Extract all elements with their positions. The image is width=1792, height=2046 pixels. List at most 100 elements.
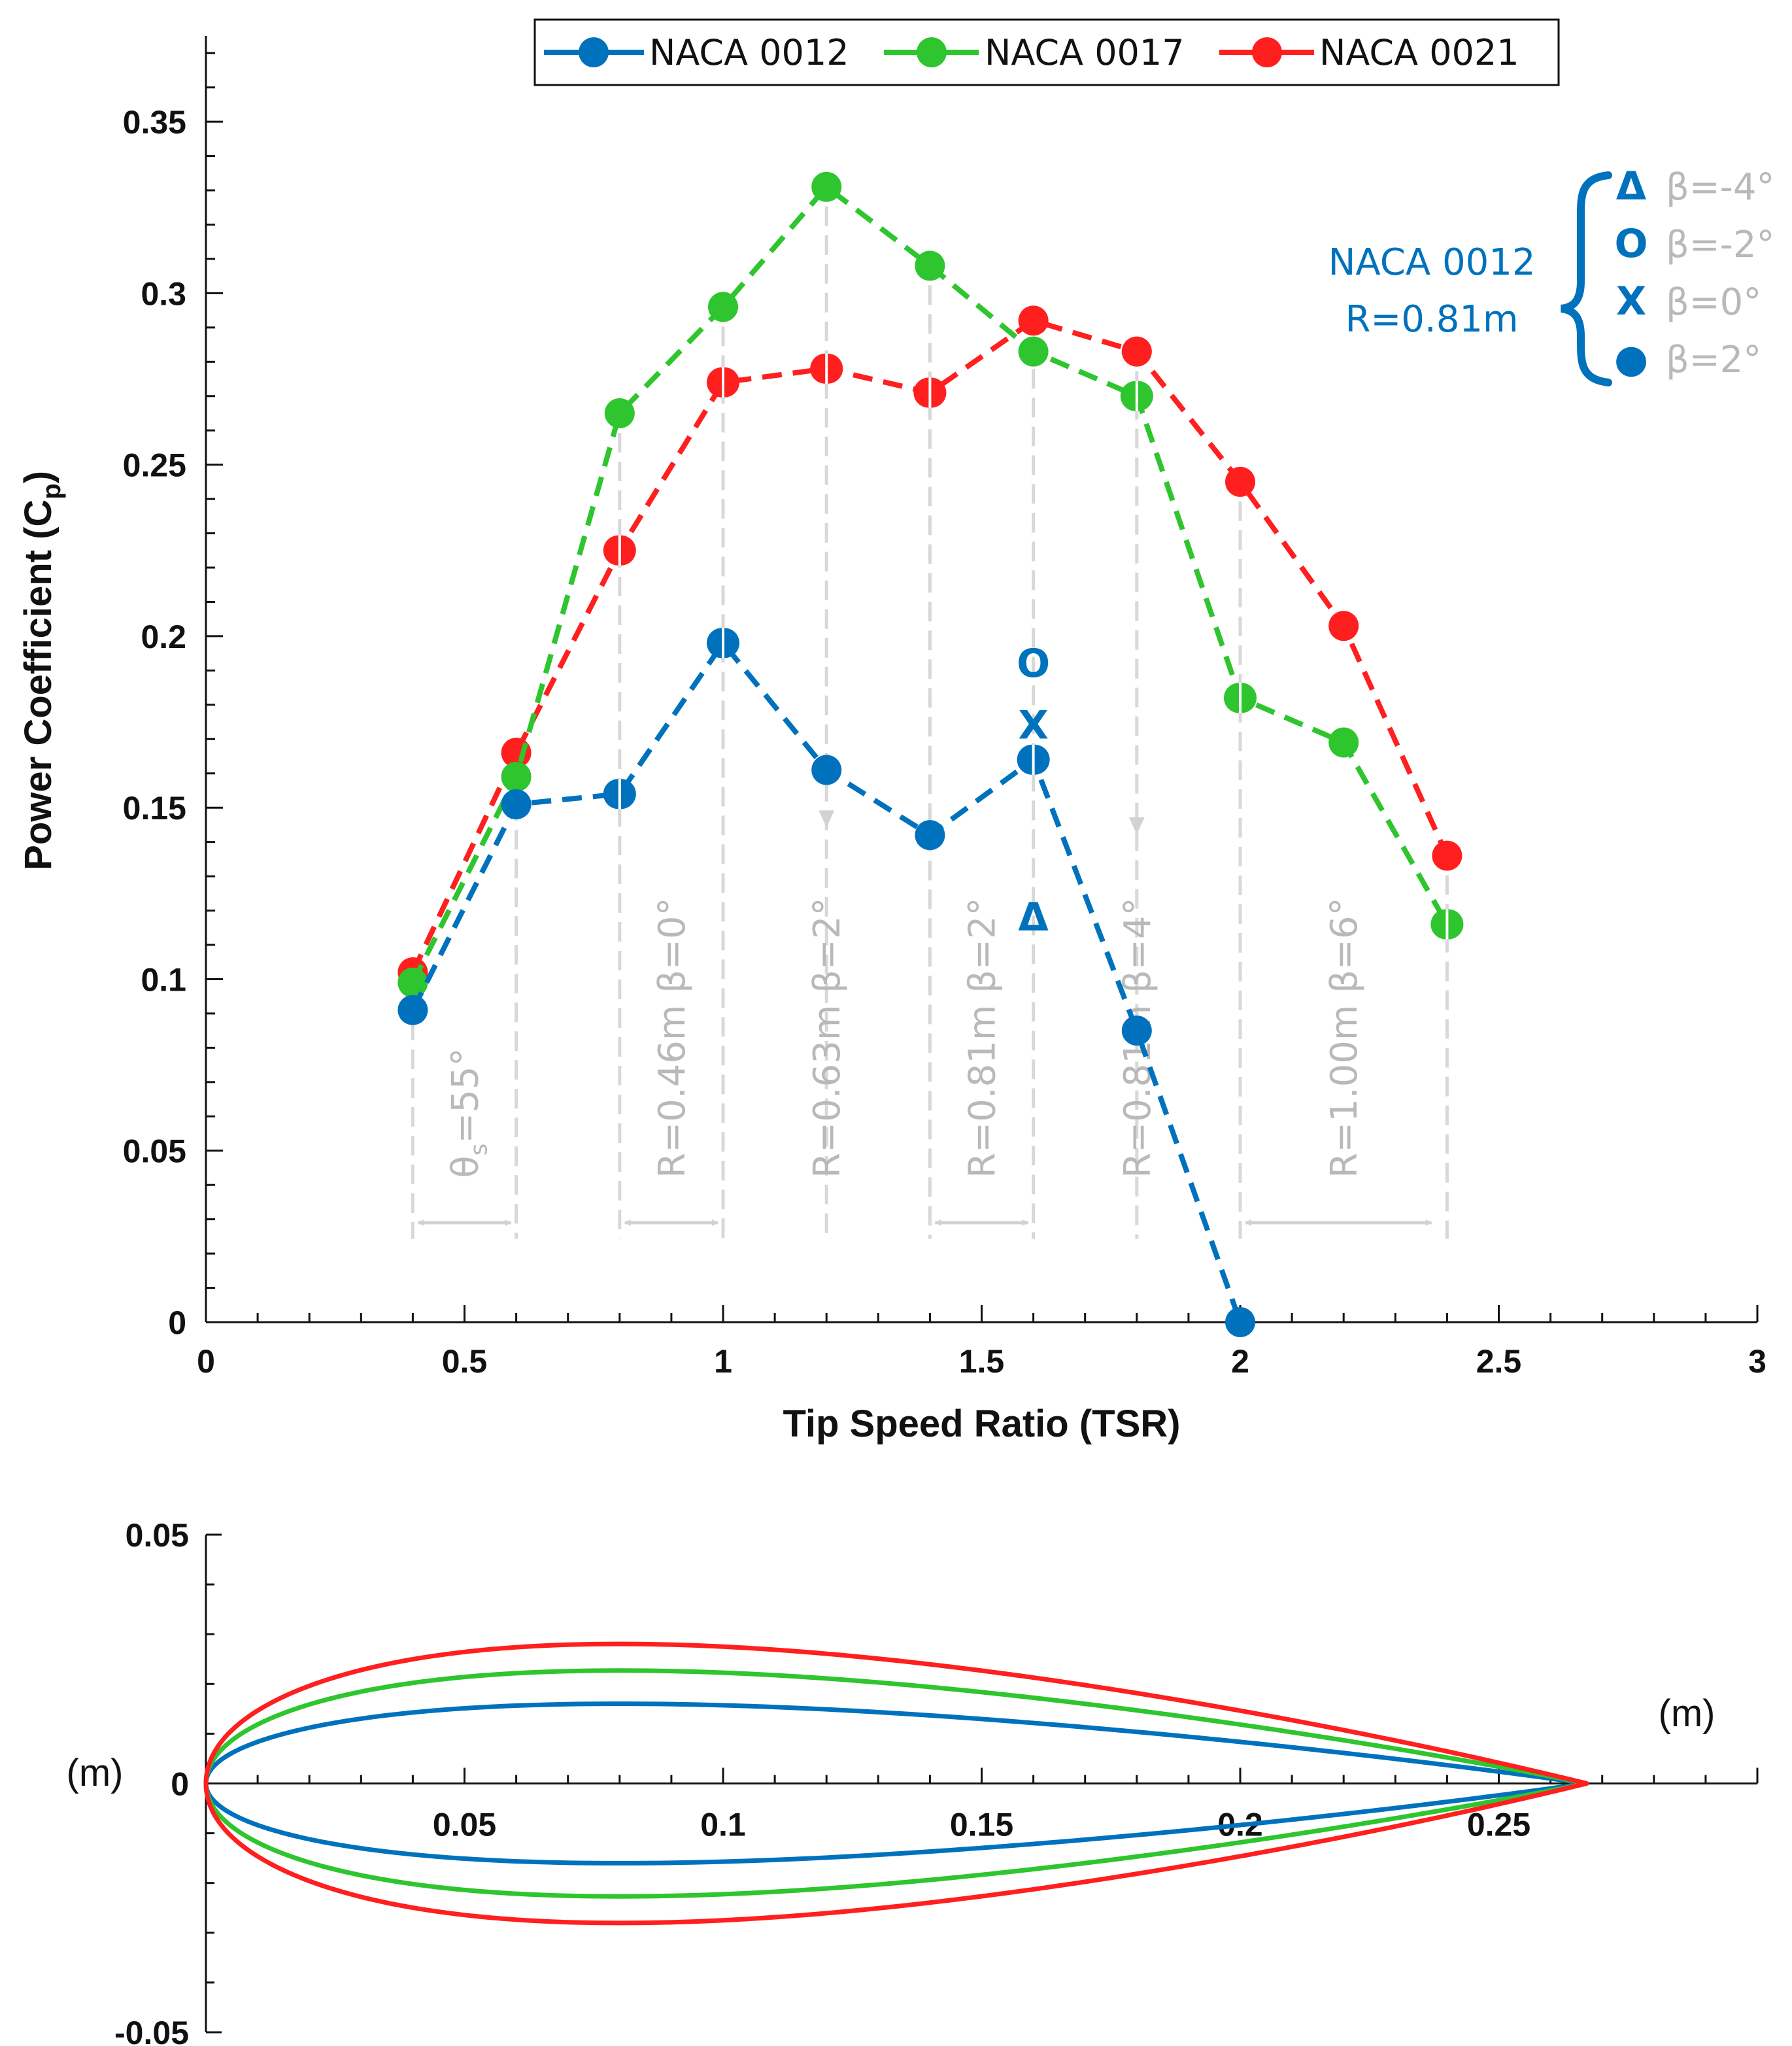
series-point-left-half [603,779,618,810]
series-point-naca-0021 [1328,611,1359,641]
annotation-symbol-dot: ● [1614,336,1648,382]
x-tick-label: 0.1 [700,1807,746,1843]
legend-marker-naca-0017 [917,37,947,67]
series-point-left-half [1430,909,1446,940]
group-guides: θs=55° R=0.46m β=0° R=0.63m β=2° R=0.81m β=… [411,206,1449,1239]
series-point-right-half [1138,381,1153,411]
group-label-theta: θ [445,1155,487,1178]
y-tick-label: 0 [168,1304,186,1341]
x-tick-label: 3 [1748,1343,1767,1380]
annotation-title: NACA 0012 [1328,241,1536,284]
y-tick-label: 0.15 [123,790,186,827]
legend-box [533,18,1560,86]
series-point-naca-0012 [397,995,428,1025]
group-label-r-0-63m-2: R=0.63m β=2° [806,898,849,1178]
legend-entry-naca-0012: NACA 0012 [544,32,849,73]
series-point-right-half [620,535,636,566]
legend-label-naca-0017: NACA 0017 [985,32,1185,73]
x-tick-label: 2.5 [1476,1343,1522,1380]
annotation-symbol-o: O [1614,221,1648,267]
y-axis-label-close: ) [17,471,59,483]
downward-arrow-head [1128,817,1145,834]
series-point-naca-0017 [708,292,738,322]
series-point-right-half [1034,744,1050,775]
y-axis-label-main: Power Coefficient (C [17,500,59,870]
annotation-label-beta-2: β=2° [1666,339,1761,381]
x-tick-label: 1.5 [959,1343,1005,1380]
group-label-55: θs=55° [445,1048,493,1178]
annotation-label-beta-0: β=0° [1666,281,1761,324]
series-point-naca-0017 [604,398,635,428]
x-tick-label: 0.5 [442,1343,488,1380]
series-point-naca-0021 [1432,840,1462,871]
annotation-item-0: Δ β=-4° [1616,163,1775,209]
series-point-naca-0012 [811,755,842,785]
annotation-item-1: O β=-2° [1614,221,1774,267]
y-tick-label: 0.05 [126,1517,189,1554]
group-label-r-0-81m-2: R=0.81m β=2° [962,898,1004,1178]
annotation-radius: R=0.81m [1345,298,1518,341]
annotation-item-2: X β=0° [1616,279,1761,324]
annotation-symbol-x: X [1616,279,1646,324]
series-point-left-half [603,535,618,566]
x-tick-label: 2 [1231,1343,1249,1380]
x-unit-label: (m) [1659,1692,1716,1735]
group-label-sub: s [466,1144,493,1156]
y-tick-label: 0 [171,1766,189,1803]
annotation-label-beta-minus-4: β=-4° [1666,166,1775,209]
airfoil-curves [203,1641,1589,1926]
y-unit-label: (m) [67,1752,124,1794]
series-point-left-half [1120,381,1136,411]
x-tick-label: 0.05 [433,1807,496,1843]
group-label-r-1-00m-6: R=1.00m β=6° [1323,898,1366,1178]
extra-marker-o: O [1017,641,1050,687]
series-point-naca-0012 [501,789,532,819]
legend-marker-naca-0021 [1252,37,1282,67]
y-tick-label: 0.35 [123,104,186,141]
series-naca-0012 [397,628,1255,1337]
series-point-right-half [724,367,739,398]
legend: NACA 0012 NACA 0017 NACA 0021 [533,18,1560,86]
series-point-right-half [828,353,843,384]
series-point-naca-0012 [915,820,945,851]
series-point-naca-0017 [915,250,945,281]
x-tick-label: 0.15 [950,1807,1013,1843]
series-point-naca-0017 [1328,727,1359,758]
series-point-naca-0017 [811,171,842,202]
annotation-label-beta-minus-2: β=-2° [1666,224,1775,266]
series-point-left-half [1224,683,1239,713]
legend-label-naca-0021: NACA 0021 [1319,32,1519,73]
extra-marker-delta: Δ [1018,895,1049,940]
series-point-naca-0012 [1121,1015,1152,1046]
series-point-naca-0017 [501,761,532,792]
legend-marker-naca-0012 [579,37,609,67]
x-axis-label: Tip Speed Ratio (TSR) [783,1403,1181,1445]
series-naca-0021 [397,305,1462,987]
y-tick-label: -0.05 [114,2015,189,2046]
y-tick-label: 0.25 [123,447,186,484]
series-point-left-half [707,367,722,398]
legend-entry-naca-0017: NACA 0017 [884,32,1185,73]
y-tick-label: 0.3 [141,275,186,312]
x-tick-label: 1 [714,1343,732,1380]
top-axes: 0 0.5 1 1.5 2 2.5 3 0 0.05 0.1 0.15 0.2 0.25 0.3 0.35 [123,36,1767,1380]
group-label-r-0-46m-0: R=0.46m β=0° [651,898,694,1178]
extra-marker-x: X [1018,702,1048,748]
y-axis-label: Power Coefficient (Cp) [17,471,66,870]
annotation-brace [1561,171,1612,386]
downward-arrow-head [819,810,835,828]
series-point-naca-0021 [1121,336,1152,367]
series-point-naca-0021 [1018,305,1049,336]
series-point-naca-0012 [1225,1307,1255,1337]
power-coefficient-chart: θs=55° R=0.46m β=0° R=0.63m β=2° R=0.81m β=… [17,18,1775,1445]
y-tick-label: 0.2 [141,619,186,655]
series-point-right-half [620,779,636,810]
series-point-left-half [810,353,826,384]
legend-entry-naca-0021: NACA 0021 [1219,32,1519,73]
series-point-right-half [1242,683,1257,713]
series-point-left-half [913,377,929,408]
series-point-right-half [931,377,947,408]
